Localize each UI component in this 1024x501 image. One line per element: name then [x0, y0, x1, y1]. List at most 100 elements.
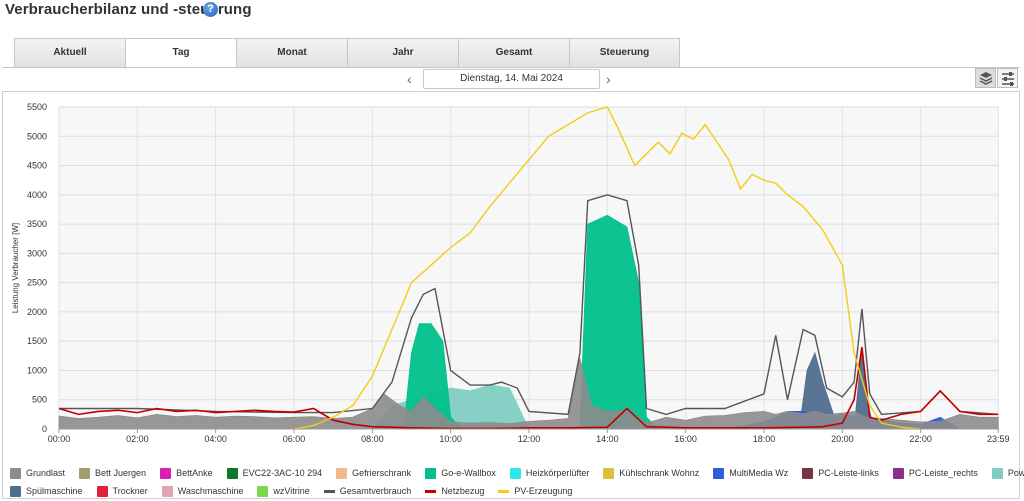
layers-icon: [979, 72, 993, 85]
legend-item[interactable]: Bett Juergen: [79, 467, 146, 479]
legend-swatch: [336, 467, 348, 479]
legend-item[interactable]: Spülmaschine: [10, 485, 83, 497]
consumption-chart: 0 500 1000 1500 2000 2500 3000 3500 4000 4500 5000…: [11, 102, 1010, 444]
legend-label: Trockner: [112, 486, 148, 496]
legend-swatch: [713, 467, 725, 479]
legend-item[interactable]: Gesamtverbrauch: [323, 486, 411, 496]
tab-bar: Aktuell Tag Monat Jahr Gesamt Steuerung: [14, 38, 680, 69]
sliders-icon: [1002, 72, 1014, 86]
legend-swatch: [802, 467, 814, 479]
chart-legend: Grundlast Bett Juergen BettAnke EVC22-3AC-1…: [10, 464, 1024, 500]
legend-label: Kühlschrank Wohnz: [619, 468, 700, 478]
legend-label: Heizkörperlüfter: [525, 468, 590, 478]
legend-item[interactable]: PV-Erzeugung: [498, 486, 572, 496]
legend-item[interactable]: Grundlast: [10, 467, 66, 479]
legend-item[interactable]: MultiMedia Wz: [713, 467, 789, 479]
y-tick-label: 5000: [27, 131, 47, 141]
y-tick-label: 5500: [27, 102, 47, 112]
legend-row: Spülmaschine Trockner Waschmaschine wzVitri…: [10, 482, 1010, 500]
legend-swatch: [79, 467, 91, 479]
area-grundlast: [58, 358, 999, 430]
legend-swatch: [10, 485, 21, 497]
page-title: Verbraucherbilanz und -steuerung: [5, 1, 252, 18]
legend-label: PC-Leiste_rechts: [908, 468, 978, 478]
x-tick-label: 08:00: [361, 434, 384, 444]
chevron-right-icon[interactable]: ›: [606, 71, 611, 87]
legend-swatch: [991, 467, 1003, 479]
legend-swatch: [498, 489, 510, 493]
legend-label: Gefrierschrank: [352, 468, 412, 478]
question-icon[interactable]: ?: [203, 2, 218, 17]
y-tick-label: 1500: [27, 336, 47, 346]
x-tick-label: 06:00: [283, 434, 306, 444]
legend-item[interactable]: Go-e-Wallbox: [425, 467, 496, 479]
y-tick-label: 2000: [27, 307, 47, 317]
legend-label: PC-Leiste-links: [818, 468, 879, 478]
legend-label: Powerstation: [1007, 468, 1024, 478]
y-tick-label: 2500: [27, 278, 47, 288]
legend-item[interactable]: Netzbezug: [425, 486, 484, 496]
legend-item[interactable]: PC-Leiste_rechts: [892, 467, 978, 479]
legend-swatch: [161, 485, 173, 497]
legend-item[interactable]: Gefrierschrank: [336, 467, 412, 479]
layers-view-button[interactable]: [975, 68, 996, 88]
legend-swatch: [96, 485, 108, 497]
legend-swatch: [425, 489, 437, 493]
x-tick-label: 16:00: [674, 434, 697, 444]
legend-label: Netzbezug: [441, 486, 485, 496]
legend-item[interactable]: Trockner: [96, 485, 148, 497]
legend-item[interactable]: BettAnke: [160, 467, 213, 479]
legend-swatch: [425, 467, 437, 479]
legend-item[interactable]: Kühlschrank Wohnz: [603, 467, 700, 479]
x-tick-label: 12:00: [518, 434, 541, 444]
legend-label: wzVitrine: [273, 486, 310, 496]
legend-swatch: [10, 467, 21, 479]
tab-aktuell[interactable]: Aktuell: [14, 38, 125, 68]
x-tick-label: 02:00: [126, 434, 149, 444]
x-tick-label: 10:00: [439, 434, 462, 444]
tab-monat[interactable]: Monat: [236, 38, 347, 68]
sliders-view-button[interactable]: [997, 68, 1018, 88]
y-tick-label: 4500: [27, 161, 47, 171]
x-tick-label: 14:00: [596, 434, 619, 444]
y-tick-label: 4000: [27, 190, 47, 200]
line-gesamtverbrauch: [59, 194, 999, 416]
tab-jahr[interactable]: Jahr: [347, 38, 458, 68]
legend-row: Grundlast Bett Juergen BettAnke EVC22-3AC-1…: [10, 464, 1024, 482]
x-tick-label: 22:00: [909, 434, 932, 444]
legend-label: Go-e-Wallbox: [441, 468, 496, 478]
tab-steuerung[interactable]: Steuerung: [569, 38, 680, 68]
tab-tag[interactable]: Tag: [125, 38, 236, 69]
y-tick-label: 0: [42, 424, 47, 434]
legend-swatch: [603, 467, 615, 479]
legend-item[interactable]: EVC22-3AC-10 294: [226, 467, 323, 479]
legend-swatch: [509, 467, 521, 479]
legend-swatch: [323, 489, 335, 493]
tab-divider: [2, 67, 1020, 68]
legend-item[interactable]: Powerstation: [991, 467, 1024, 479]
line-pv-erzeugung: [293, 106, 921, 430]
y-axis-label: Leistung Verbraucher [W]: [11, 223, 20, 313]
y-tick-label: 1000: [27, 365, 47, 375]
legend-item[interactable]: PC-Leiste-links: [802, 467, 879, 479]
legend-label: EVC22-3AC-10 294: [242, 468, 323, 478]
legend-item[interactable]: Heizkörperlüfter: [509, 467, 590, 479]
line-netzbezug: [58, 346, 999, 430]
legend-label: MultiMedia Wz: [729, 468, 789, 478]
legend-swatch: [226, 467, 238, 479]
legend-label: Grundlast: [26, 468, 66, 478]
legend-item[interactable]: wzVitrine: [257, 485, 310, 497]
y-tick-label: 500: [32, 395, 47, 405]
chart-panel: 0 500 1000 1500 2000 2500 3000 3500 4000 4500 5000…: [2, 91, 1020, 499]
legend-label: BettAnke: [176, 468, 213, 478]
x-tick-label: 23:59: [987, 434, 1010, 444]
legend-label: Spülmaschine: [26, 486, 83, 496]
legend-swatch: [160, 467, 172, 479]
legend-swatch: [892, 467, 904, 479]
date-field[interactable]: Dienstag, 14. Mai 2024: [423, 69, 600, 89]
chevron-left-icon[interactable]: ‹: [407, 71, 412, 87]
legend-item[interactable]: Waschmaschine: [161, 485, 243, 497]
legend-label: PV-Erzeugung: [514, 486, 573, 496]
tab-gesamt[interactable]: Gesamt: [458, 38, 569, 68]
x-tick-label: 18:00: [753, 434, 776, 444]
